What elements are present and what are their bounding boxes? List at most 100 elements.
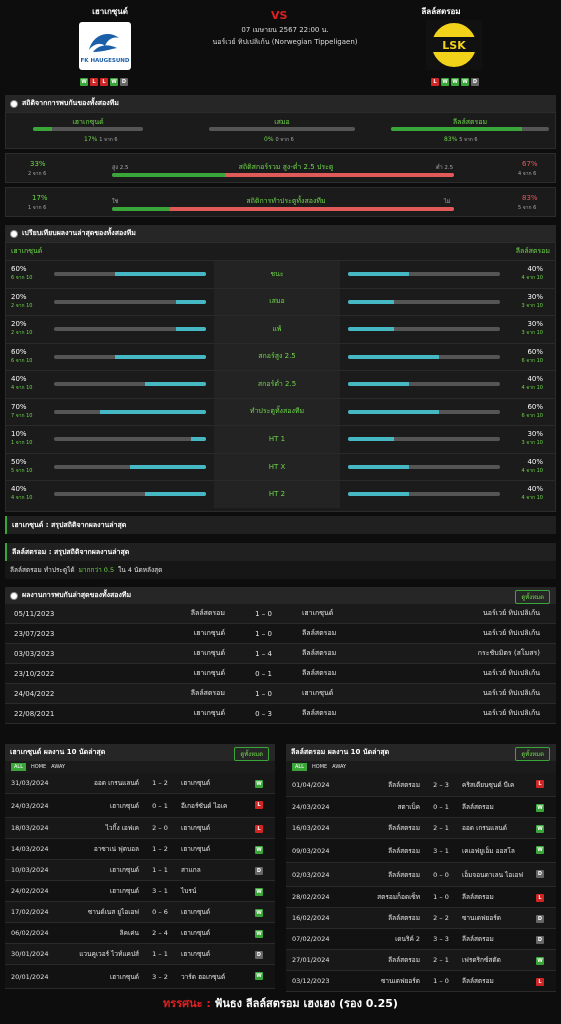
h2h-home: เฮาเกซุนด์ <box>193 649 225 657</box>
football-icon <box>10 229 18 238</box>
compare-right-bar <box>348 382 500 387</box>
match-home: ซานด์เนส ยูไอเอฟ <box>87 908 139 916</box>
match-league: นอร์เวย์ ทิปเปลิเก้น (Norwegian Tippelig… <box>212 38 358 46</box>
match-score: 3 – 3 <box>433 935 449 943</box>
away-team-logo[interactable]: LSK <box>426 20 482 70</box>
h2h-row[interactable]: 23/10/2022 เฮาเกซุนด์ 0 – 1 ลีลล์สตรอม นอร์เ… <box>5 664 556 684</box>
home-summary-title: เฮาเกซุนด์ : สรุปสถิติจากผลงานล่าสุด <box>5 516 556 534</box>
tab-all[interactable]: ALL <box>292 763 307 771</box>
h2h-home-label: เฮาเกซุนด์ <box>72 118 104 126</box>
result-badge: D <box>536 915 544 923</box>
last10-away-view-all-button[interactable]: ดูทั้งหมด <box>515 747 550 761</box>
form-badge: D <box>471 78 479 86</box>
match-row[interactable]: 10/03/2024 เฮาเกซุนด์ 1 – 1 สาแกล D <box>5 860 275 881</box>
match-row[interactable]: 24/02/2024 เฮาเกซุนด์ 3 – 1 ไบรน์ W <box>5 881 275 902</box>
h2h-view-all-button[interactable]: ดูทั้งหมด <box>515 590 550 604</box>
h2h-league: นอร์เวย์ ทิปเปลิเก้น <box>483 689 540 697</box>
vs-label: VS <box>271 9 288 22</box>
compare-row: 40% 4 จาก 10 สกอร์ต่ำ 2.5 40% 4 จาก 10 <box>6 370 555 398</box>
match-home: เฮาเกซุนด์ <box>109 887 139 895</box>
tab-home[interactable]: HOME <box>31 764 47 770</box>
match-row[interactable]: 24/03/2024 เฮาเกซุนด์ 0 – 1 อีเกอร์ซันด์ ไอ… <box>5 794 275 818</box>
tab-all[interactable]: ALL <box>11 763 26 771</box>
match-row[interactable]: 03/12/2023 ซานเดฟยอร์ด 1 – 0 ลีลล์สตรอม L <box>286 971 556 992</box>
compare-label: ทำประตูทั้งสองทีม <box>214 398 340 425</box>
match-row[interactable]: 02/03/2024 ลีลล์สตรอม 0 – 0 เอ็มจอนดาเลน ไอ… <box>286 863 556 887</box>
compare-row: 10% 1 จาก 10 HT 1 30% 3 จาก 10 <box>6 425 555 453</box>
h2h-row[interactable]: 22/08/2021 เฮาเกซุนด์ 0 – 3 ลีลล์สตรอม นอร์เ… <box>5 704 556 724</box>
compare-left: 20% 2 จาก 10 <box>6 320 46 338</box>
h2h-away-bar <box>391 127 549 131</box>
ou-right-pct: 67% <box>522 160 538 168</box>
match-away: คริสเตียนซุนด์ บีเค <box>462 780 515 789</box>
tab-away[interactable]: AWAY <box>332 764 347 770</box>
match-date: 24/03/2024 <box>11 801 49 810</box>
prediction-footer: ทรรศนะ : ฟันธง ลีลล์สตรอม เฮงเฮง (รอง 0.… <box>0 994 561 1012</box>
away-summary-line: ลีลล์สตรอม ทำประตูได้ มากกว่า 0.5 ใน 4 น… <box>5 561 556 579</box>
compare-left-pct: 50% <box>11 457 27 466</box>
over-under-box: 33% 2 จาก 6 สูง 2.5 สถิติสกอร์รวม สูง-ต่… <box>5 153 556 183</box>
match-score: 2 – 1 <box>433 824 449 832</box>
compare-label: HT 2 <box>214 481 340 508</box>
h2h-row[interactable]: 24/04/2022 ลีลล์สตรอม 1 – 0 เฮาเกซุนด์ นอร์เ… <box>5 684 556 704</box>
compare-left-pct: 40% <box>11 485 27 494</box>
result-badge: L <box>255 801 263 809</box>
h2h-row[interactable]: 03/03/2023 เฮาเกซุนด์ 1 – 4 ลีลล์สตรอม กระชั… <box>5 644 556 664</box>
compare-right-bar <box>348 272 500 277</box>
h2h-score: 1 – 4 <box>255 649 272 658</box>
compare-label: ชนะ <box>214 261 340 288</box>
h2h-row[interactable]: 05/11/2023 ลีลล์สตรอม 1 – 0 เฮาเกซุนด์ นอร์เ… <box>5 604 556 624</box>
form-badge: W <box>441 78 449 86</box>
compare-left-of: 6 จาก 10 <box>11 275 33 282</box>
compare-right: 60% 6 จาก 10 <box>508 348 548 366</box>
match-row[interactable]: 14/03/2024 อาซาเน่ ฟุตบอล 1 – 2 เฮาเกซุนด์ W <box>5 839 275 860</box>
home-team-logo[interactable]: FK HAUGESUND <box>79 22 131 70</box>
match-away: เฮาเกซุนด์ <box>181 845 211 853</box>
compare-label: เสมอ <box>214 288 340 315</box>
home-team-name[interactable]: เฮาเกซุนด์ <box>92 7 128 16</box>
match-row[interactable]: 06/02/2024 ลิคเค่น 2 – 4 เฮาเกซุนด์ W <box>5 923 275 944</box>
match-row[interactable]: 20/01/2024 เฮาเกซุนด์ 3 – 2 วาร์ด ฮอเกซุนด์… <box>5 965 275 989</box>
tab-away[interactable]: AWAY <box>51 764 66 770</box>
compare-row: 50% 5 จาก 10 HT X 40% 4 จาก 10 <box>6 452 555 480</box>
match-row[interactable]: 18/03/2024 ไวกิ้ง เอฟเค 2 – 0 เฮาเกซุนด์ L <box>5 818 275 839</box>
match-row[interactable]: 30/01/2024 แวนคูเวอร์ ไวท์แคปส์ 1 – 1 เฮาเก… <box>5 944 275 965</box>
match-date: 17/02/2024 <box>11 908 49 916</box>
match-row[interactable]: 28/02/2024 สตรอมก็อดเซ็ท 1 – 0 ลีลล์สตรอม L <box>286 887 556 908</box>
match-score: 1 – 1 <box>152 950 168 958</box>
match-row[interactable]: 16/02/2024 ลีลล์สตรอม 2 – 2 ซานเดฟยอร์ด D <box>286 908 556 929</box>
compare-left-of: 1 จาก 10 <box>11 440 33 447</box>
h2h-date: 05/11/2023 <box>14 609 55 618</box>
tab-home[interactable]: HOME <box>312 764 328 770</box>
compare-left-pct: 20% <box>11 292 27 301</box>
match-row[interactable]: 17/02/2024 ซานด์เนส ยูไอเอฟ 0 – 6 เฮาเกซุนด… <box>5 902 275 923</box>
match-row[interactable]: 24/03/2024 สตาเบ็ค 0 – 1 ลีลล์สตรอม W <box>286 797 556 818</box>
match-row[interactable]: 31/03/2024 ออด เกรนแลนด์ 1 – 2 เฮาเกซุนด์ W <box>5 773 275 794</box>
h2h-home: เฮาเกซุนด์ <box>193 669 225 677</box>
match-home: ลีลล์สตรอม <box>388 846 420 855</box>
compare-right-pct: 40% <box>527 457 543 466</box>
h2h-score: 0 – 1 <box>255 669 272 678</box>
compare-home-label: เฮาเกซุนด์ <box>11 247 43 255</box>
match-row[interactable]: 27/01/2024 ลีลล์สตรอม 2 – 1 เฟรดริกซ์สตัด W <box>286 950 556 971</box>
match-row[interactable]: 07/02/2024 เดนริค์ 2 3 – 3 ลีลล์สตรอม D <box>286 929 556 950</box>
match-row[interactable]: 01/04/2024 ลีลล์สตรอม 2 – 3 คริสเตียนซุนด์ … <box>286 773 556 797</box>
last10-home-view-all-button[interactable]: ดูทั้งหมด <box>234 747 269 761</box>
compare-away-label: ลีลล์สตรอม <box>515 247 550 255</box>
compare-label: สกอร์สูง 2.5 <box>214 343 340 370</box>
result-badge: W <box>536 957 544 965</box>
away-team-name[interactable]: ลีลล์สตรอม <box>421 7 461 16</box>
match-row[interactable]: 09/03/2024 ลีลล์สตรอม 3 – 1 เคเอฟยูเอ็ม ออส… <box>286 839 556 863</box>
compare-right-bar <box>348 492 500 497</box>
compare-left-pct: 60% <box>11 265 27 274</box>
compare-left-bar <box>54 299 206 304</box>
h2h-row[interactable]: 23/07/2023 เฮาเกซุนด์ 1 – 0 ลีลล์สตรอม นอร์เ… <box>5 624 556 644</box>
match-home: ลีลล์สตรอม <box>388 870 420 879</box>
bt-no-label: ไม่ <box>444 199 451 205</box>
result-badge: W <box>255 780 263 788</box>
h2h-away: ลีลล์สตรอม <box>302 709 337 717</box>
h2h-score: 1 – 0 <box>255 629 272 638</box>
match-row[interactable]: 16/03/2024 ลีลล์สตรอม 2 – 1 ออด เกรนแลนด์ W <box>286 818 556 839</box>
match-date: 09/03/2024 <box>292 846 330 855</box>
compare-right-pct: 30% <box>527 292 543 301</box>
